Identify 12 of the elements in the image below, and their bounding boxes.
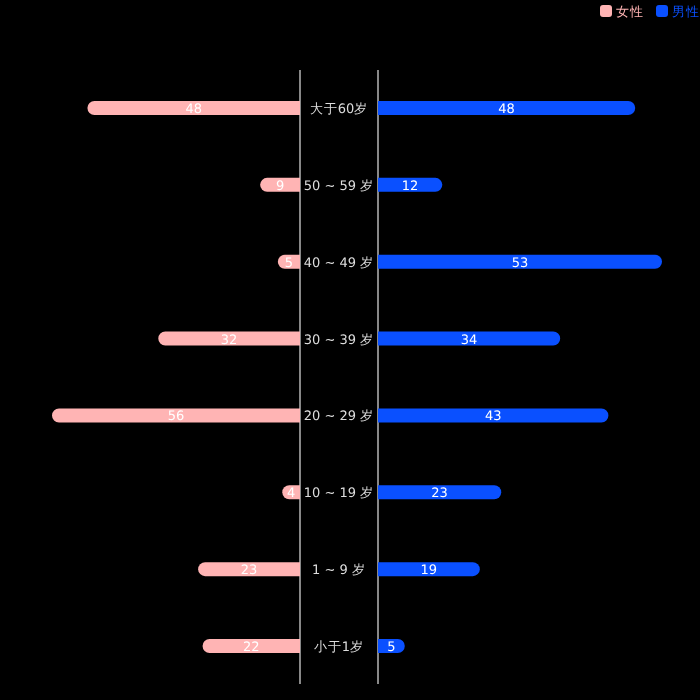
- bar: [198, 562, 300, 577]
- bar: [158, 331, 300, 346]
- bar: [378, 254, 662, 269]
- bar: [378, 177, 443, 192]
- bar: [378, 101, 636, 115]
- bar: [52, 408, 300, 423]
- bar: [378, 562, 480, 577]
- bar: [202, 639, 300, 653]
- bar: [378, 331, 561, 346]
- bar: [378, 408, 609, 423]
- bar: [378, 485, 502, 500]
- bar: [87, 101, 300, 115]
